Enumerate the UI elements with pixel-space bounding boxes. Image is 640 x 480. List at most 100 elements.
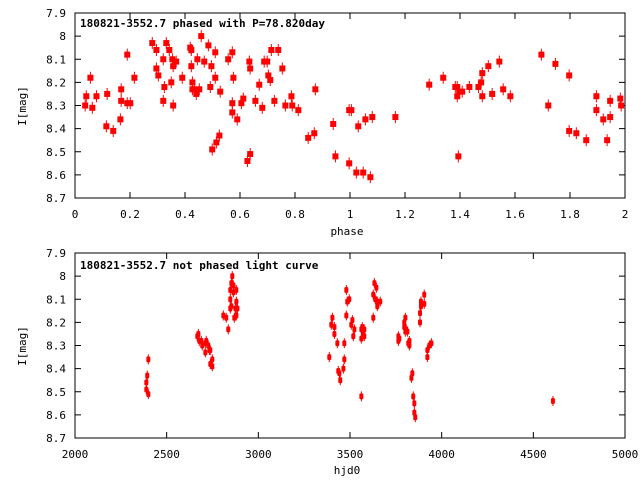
point-marker — [604, 137, 611, 144]
y-tick-label: 8 — [59, 270, 66, 283]
x-tick-label: 0.4 — [175, 208, 195, 221]
data-point — [229, 46, 236, 59]
data-point — [425, 352, 430, 363]
point-marker — [127, 100, 134, 107]
point-marker — [337, 370, 342, 377]
point-marker — [455, 153, 462, 160]
point-marker — [355, 123, 362, 130]
point-marker — [353, 169, 360, 176]
point-marker — [173, 58, 180, 65]
point-marker — [411, 393, 416, 400]
point-marker — [369, 114, 376, 121]
point-marker — [160, 56, 167, 63]
data-point — [422, 298, 427, 309]
data-point — [247, 148, 254, 161]
data-point — [566, 69, 573, 82]
point-marker — [341, 365, 346, 372]
point-marker — [163, 40, 170, 47]
data-point — [160, 94, 167, 107]
data-point — [267, 74, 274, 87]
data-point — [478, 76, 485, 89]
y-tick-label: 8.2 — [46, 316, 66, 329]
data-point — [268, 44, 275, 56]
x-tick-label: 1.6 — [505, 208, 525, 221]
data-point — [217, 85, 224, 98]
data-point — [163, 37, 170, 50]
point-marker — [332, 153, 339, 160]
point-marker — [124, 100, 131, 107]
y-axis-label: I[mag] — [16, 86, 29, 126]
point-marker — [347, 296, 352, 303]
data-point — [203, 347, 208, 358]
data-point — [327, 352, 332, 363]
point-marker — [367, 174, 374, 181]
point-marker — [396, 337, 401, 344]
data-point — [604, 134, 611, 147]
data-point — [173, 55, 180, 68]
point-marker — [289, 102, 296, 109]
point-marker — [425, 347, 430, 354]
data-point — [335, 338, 340, 349]
data-point — [607, 94, 614, 107]
y-tick-label: 8.5 — [46, 386, 66, 399]
data-point — [338, 375, 343, 386]
point-marker — [179, 74, 186, 81]
y-tick-label: 8.4 — [46, 363, 66, 376]
point-marker — [359, 393, 364, 400]
data-point — [216, 129, 223, 142]
point-marker — [234, 298, 239, 305]
point-marker — [425, 354, 430, 361]
point-marker — [153, 65, 160, 72]
point-marker — [267, 77, 274, 84]
data-point — [342, 338, 347, 349]
point-marker — [169, 56, 176, 63]
data-point — [200, 340, 205, 351]
data-point — [392, 111, 399, 124]
data-point — [362, 113, 369, 126]
y-tick-label: 8.7 — [46, 432, 66, 445]
point-marker — [352, 326, 357, 333]
data-point — [375, 301, 380, 312]
point-marker — [82, 102, 89, 109]
point-marker — [209, 146, 216, 153]
point-marker — [500, 86, 507, 93]
data-point — [593, 104, 600, 117]
point-marker — [196, 86, 203, 93]
point-marker — [188, 47, 195, 53]
data-point — [210, 361, 215, 372]
point-marker — [330, 121, 337, 127]
y-tick-label: 7.9 — [46, 7, 66, 20]
point-marker — [305, 134, 312, 141]
data-point — [500, 83, 507, 96]
data-point — [405, 326, 410, 337]
data-point — [166, 44, 173, 56]
point-marker — [238, 100, 245, 107]
point-marker — [118, 97, 125, 104]
point-marker — [459, 88, 466, 95]
point-marker — [360, 169, 367, 176]
x-tick-label: 2000 — [62, 448, 89, 461]
point-marker — [566, 72, 573, 79]
phased-light-curve-chart: 180821-3552.7 phased with P=78.820day ph… — [16, 7, 628, 238]
point-marker — [264, 58, 271, 65]
point-marker — [259, 104, 266, 111]
point-marker — [155, 72, 162, 79]
data-point — [188, 60, 195, 73]
data-point — [552, 57, 559, 70]
point-marker — [350, 317, 355, 324]
point-marker — [170, 63, 177, 70]
data-point — [413, 412, 418, 423]
point-marker — [161, 84, 168, 90]
data-point — [193, 87, 200, 100]
point-marker — [456, 88, 463, 95]
data-point — [103, 120, 110, 133]
point-marker — [454, 84, 461, 90]
x-tick-label: 0.6 — [230, 208, 250, 221]
point-marker — [246, 58, 253, 65]
data-point — [337, 368, 342, 379]
data-point — [378, 296, 383, 307]
y-axis-label: I[mag] — [16, 326, 29, 366]
x-tick-label: 5000 — [612, 448, 639, 461]
point-marker — [330, 314, 335, 321]
